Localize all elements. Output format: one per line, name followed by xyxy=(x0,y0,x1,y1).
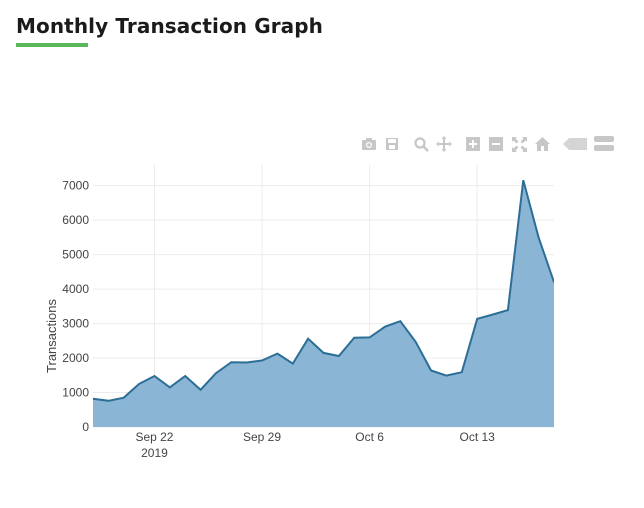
x-tick-sublabel: 2019 xyxy=(141,446,168,460)
pan-icon[interactable] xyxy=(435,135,453,153)
y-ticks: 0 1000 2000 3000 4000 5000 6000 7000 xyxy=(62,179,89,434)
x-tick-label: Oct 6 xyxy=(355,430,384,444)
save-icon[interactable] xyxy=(383,135,401,153)
zoom-icon[interactable] xyxy=(412,135,430,153)
x-ticks: Sep 22 2019 Sep 29 Oct 6 Oct 13 xyxy=(135,430,495,460)
series-area xyxy=(93,180,554,427)
series-line xyxy=(93,179,554,402)
autoscale-icon[interactable] xyxy=(510,135,528,153)
x-tick-label: Oct 13 xyxy=(459,430,495,444)
y-tick-label: 5000 xyxy=(62,248,89,262)
y-tick-label: 0 xyxy=(82,420,89,434)
spike-lines-icon[interactable] xyxy=(562,135,588,153)
y-tick-label: 6000 xyxy=(62,213,89,227)
home-icon[interactable] xyxy=(533,135,551,153)
y-tick-label: 2000 xyxy=(62,351,89,365)
camera-icon[interactable] xyxy=(360,135,378,153)
modebar xyxy=(360,134,620,154)
y-tick-label: 1000 xyxy=(62,386,89,400)
y-tick-label: 3000 xyxy=(62,317,89,331)
title-underline xyxy=(16,43,88,47)
y-axis-title: Transactions xyxy=(44,299,59,373)
y-tick-label: 7000 xyxy=(62,179,89,193)
zoom-out-icon[interactable] xyxy=(487,135,505,153)
zoom-in-icon[interactable] xyxy=(464,135,482,153)
compare-data-icon[interactable] xyxy=(593,135,615,153)
x-tick-label: Sep 22 xyxy=(135,430,173,444)
x-tick-label: Sep 29 xyxy=(243,430,281,444)
page-title: Monthly Transaction Graph xyxy=(16,14,324,38)
y-tick-label: 4000 xyxy=(62,282,89,296)
